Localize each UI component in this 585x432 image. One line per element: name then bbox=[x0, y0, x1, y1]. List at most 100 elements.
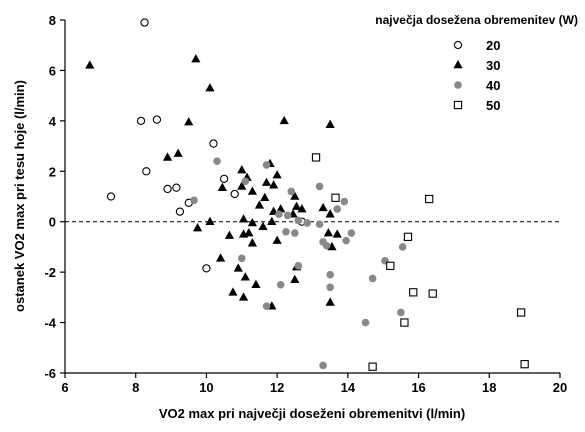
data-point bbox=[368, 274, 377, 283]
legend-item-50: 50 bbox=[453, 98, 500, 113]
data-point bbox=[237, 254, 246, 263]
data-point bbox=[319, 361, 327, 370]
data-point bbox=[287, 187, 296, 196]
data-point bbox=[191, 54, 201, 63]
y-tick-label: -2 bbox=[44, 265, 56, 280]
y-tick-label: 8 bbox=[49, 13, 56, 28]
x-tick-label: 16 bbox=[411, 380, 425, 395]
data-point bbox=[258, 221, 268, 231]
legend-item-30: 30 bbox=[453, 58, 500, 73]
data-point bbox=[267, 216, 277, 226]
data-point bbox=[332, 229, 342, 238]
series-50 bbox=[311, 153, 529, 371]
data-point bbox=[152, 115, 162, 124]
y-tick-label: -4 bbox=[44, 316, 56, 331]
legend-label: 20 bbox=[486, 38, 500, 53]
data-point bbox=[323, 228, 334, 237]
data-point bbox=[262, 302, 271, 310]
data-point bbox=[283, 211, 292, 220]
data-point bbox=[262, 161, 271, 169]
y-tick-label: -6 bbox=[44, 366, 56, 381]
data-point bbox=[228, 287, 238, 296]
data-point bbox=[333, 205, 342, 213]
x-tick-label: 10 bbox=[199, 380, 213, 395]
data-point bbox=[403, 232, 413, 241]
data-point bbox=[172, 183, 181, 192]
data-point bbox=[318, 202, 328, 212]
data-point bbox=[269, 180, 279, 189]
data-point bbox=[163, 184, 172, 194]
data-point bbox=[209, 139, 218, 148]
x-tick-label: 20 bbox=[553, 380, 567, 395]
series-20 bbox=[106, 18, 307, 273]
data-point bbox=[142, 167, 151, 176]
data-point bbox=[400, 318, 409, 327]
y-tick-label: 2 bbox=[49, 164, 56, 179]
data-point bbox=[205, 216, 215, 226]
legend-label: 30 bbox=[486, 58, 500, 73]
data-point bbox=[251, 279, 261, 289]
data-point bbox=[342, 236, 350, 245]
x-tick-label: 18 bbox=[482, 380, 496, 395]
series-30 bbox=[85, 54, 342, 310]
legend-title: največja dosežena obremenitev (W) bbox=[375, 13, 578, 27]
data-point bbox=[315, 182, 324, 191]
data-point bbox=[190, 196, 198, 205]
data-point bbox=[192, 223, 203, 232]
data-point bbox=[217, 182, 227, 191]
data-point bbox=[398, 243, 407, 251]
data-point bbox=[294, 262, 303, 270]
data-point bbox=[520, 360, 529, 369]
data-point bbox=[409, 288, 418, 297]
data-point bbox=[184, 117, 194, 126]
data-point bbox=[326, 283, 334, 292]
data-point bbox=[140, 18, 149, 27]
data-point bbox=[325, 119, 335, 128]
data-point bbox=[260, 192, 270, 202]
data-point bbox=[254, 200, 265, 209]
x-tick-label: 6 bbox=[61, 380, 68, 395]
data-point bbox=[261, 177, 272, 186]
data-point bbox=[279, 115, 289, 125]
data-point bbox=[247, 238, 257, 247]
data-point bbox=[397, 308, 405, 317]
data-point bbox=[361, 318, 370, 327]
data-point bbox=[311, 153, 321, 162]
legend-label: 40 bbox=[486, 78, 500, 93]
data-point bbox=[326, 270, 334, 279]
data-point bbox=[202, 264, 211, 273]
legend-marker bbox=[453, 60, 463, 69]
data-point bbox=[276, 280, 285, 289]
data-point bbox=[213, 157, 221, 165]
data-point bbox=[275, 210, 283, 218]
legend-item-40: 40 bbox=[454, 78, 500, 93]
data-point bbox=[294, 216, 303, 225]
data-point bbox=[162, 152, 173, 161]
data-point bbox=[238, 214, 249, 223]
data-point bbox=[386, 261, 395, 270]
legend-marker bbox=[453, 100, 463, 110]
legend-item-20: 20 bbox=[453, 38, 500, 53]
data-point bbox=[272, 235, 282, 244]
data-point bbox=[322, 241, 331, 250]
data-point bbox=[205, 83, 215, 92]
data-point bbox=[340, 197, 349, 206]
data-point bbox=[241, 177, 250, 186]
x-tick-label: 12 bbox=[270, 380, 284, 395]
data-point bbox=[282, 228, 290, 236]
data-point bbox=[368, 362, 377, 371]
data-point bbox=[136, 116, 146, 126]
x-tick-label: 14 bbox=[341, 380, 356, 395]
data-point bbox=[233, 263, 243, 272]
legend: največja dosežena obremenitev (W) 20 30 40… bbox=[375, 13, 578, 113]
y-tick-label: 4 bbox=[49, 114, 57, 129]
data-point bbox=[237, 165, 247, 174]
legend-marker bbox=[453, 40, 463, 50]
data-point bbox=[428, 289, 437, 298]
data-point bbox=[347, 229, 356, 237]
data-point bbox=[516, 308, 526, 317]
data-point bbox=[224, 230, 235, 239]
data-point bbox=[230, 189, 239, 199]
